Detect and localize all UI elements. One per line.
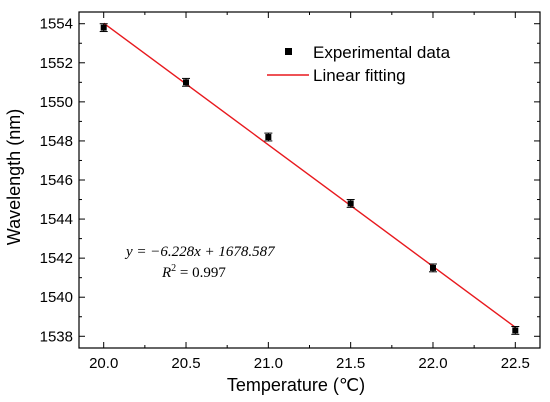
y-tick-label: 1548	[40, 133, 73, 150]
y-tick-label: 1554	[40, 16, 73, 33]
legend: Experimental data Linear fitting	[267, 43, 451, 85]
data-point	[100, 24, 107, 31]
legend-marker-experimental	[285, 48, 292, 55]
y-tick-label: 1542	[40, 250, 73, 267]
data-point	[429, 264, 436, 271]
x-tick-label: 20.0	[89, 355, 118, 372]
fit-r-squared: R2 = 0.997	[161, 263, 226, 281]
data-point	[512, 327, 519, 334]
y-tick-label: 1550	[40, 94, 73, 111]
x-tick-label: 22.0	[418, 355, 447, 372]
fit-annotation: y = −6.228x + 1678.587 R2 = 0.997	[124, 244, 276, 281]
fit-equation: y = −6.228x + 1678.587	[124, 244, 276, 260]
y-tick-label: 1538	[40, 328, 73, 345]
x-tick-label: 21.0	[254, 355, 283, 372]
x-tick-label: 21.5	[336, 355, 365, 372]
x-tick-label: 20.5	[171, 355, 200, 372]
plot-frame	[78, 11, 541, 349]
y-axis-title: Wavelength (nm)	[4, 109, 24, 245]
data-point	[347, 200, 354, 207]
legend-label-experimental: Experimental data	[313, 43, 451, 62]
data-point	[265, 134, 272, 141]
plot-layer: 20.0 20.5 21.0 21.5 22.0 22.5 1538 1540 1542 1544…	[40, 11, 541, 372]
y-tick-label: 1546	[40, 172, 73, 189]
y-tick-label: 1544	[40, 211, 73, 228]
y-tick-label: 1540	[40, 289, 73, 306]
fit-line	[103, 22, 516, 328]
y-tick-label: 1552	[40, 55, 73, 72]
data-point	[183, 79, 190, 86]
legend-label-fitting: Linear fitting	[313, 66, 406, 85]
x-axis-title: Temperature (℃)	[227, 375, 365, 395]
x-tick-label: 22.5	[501, 355, 530, 372]
